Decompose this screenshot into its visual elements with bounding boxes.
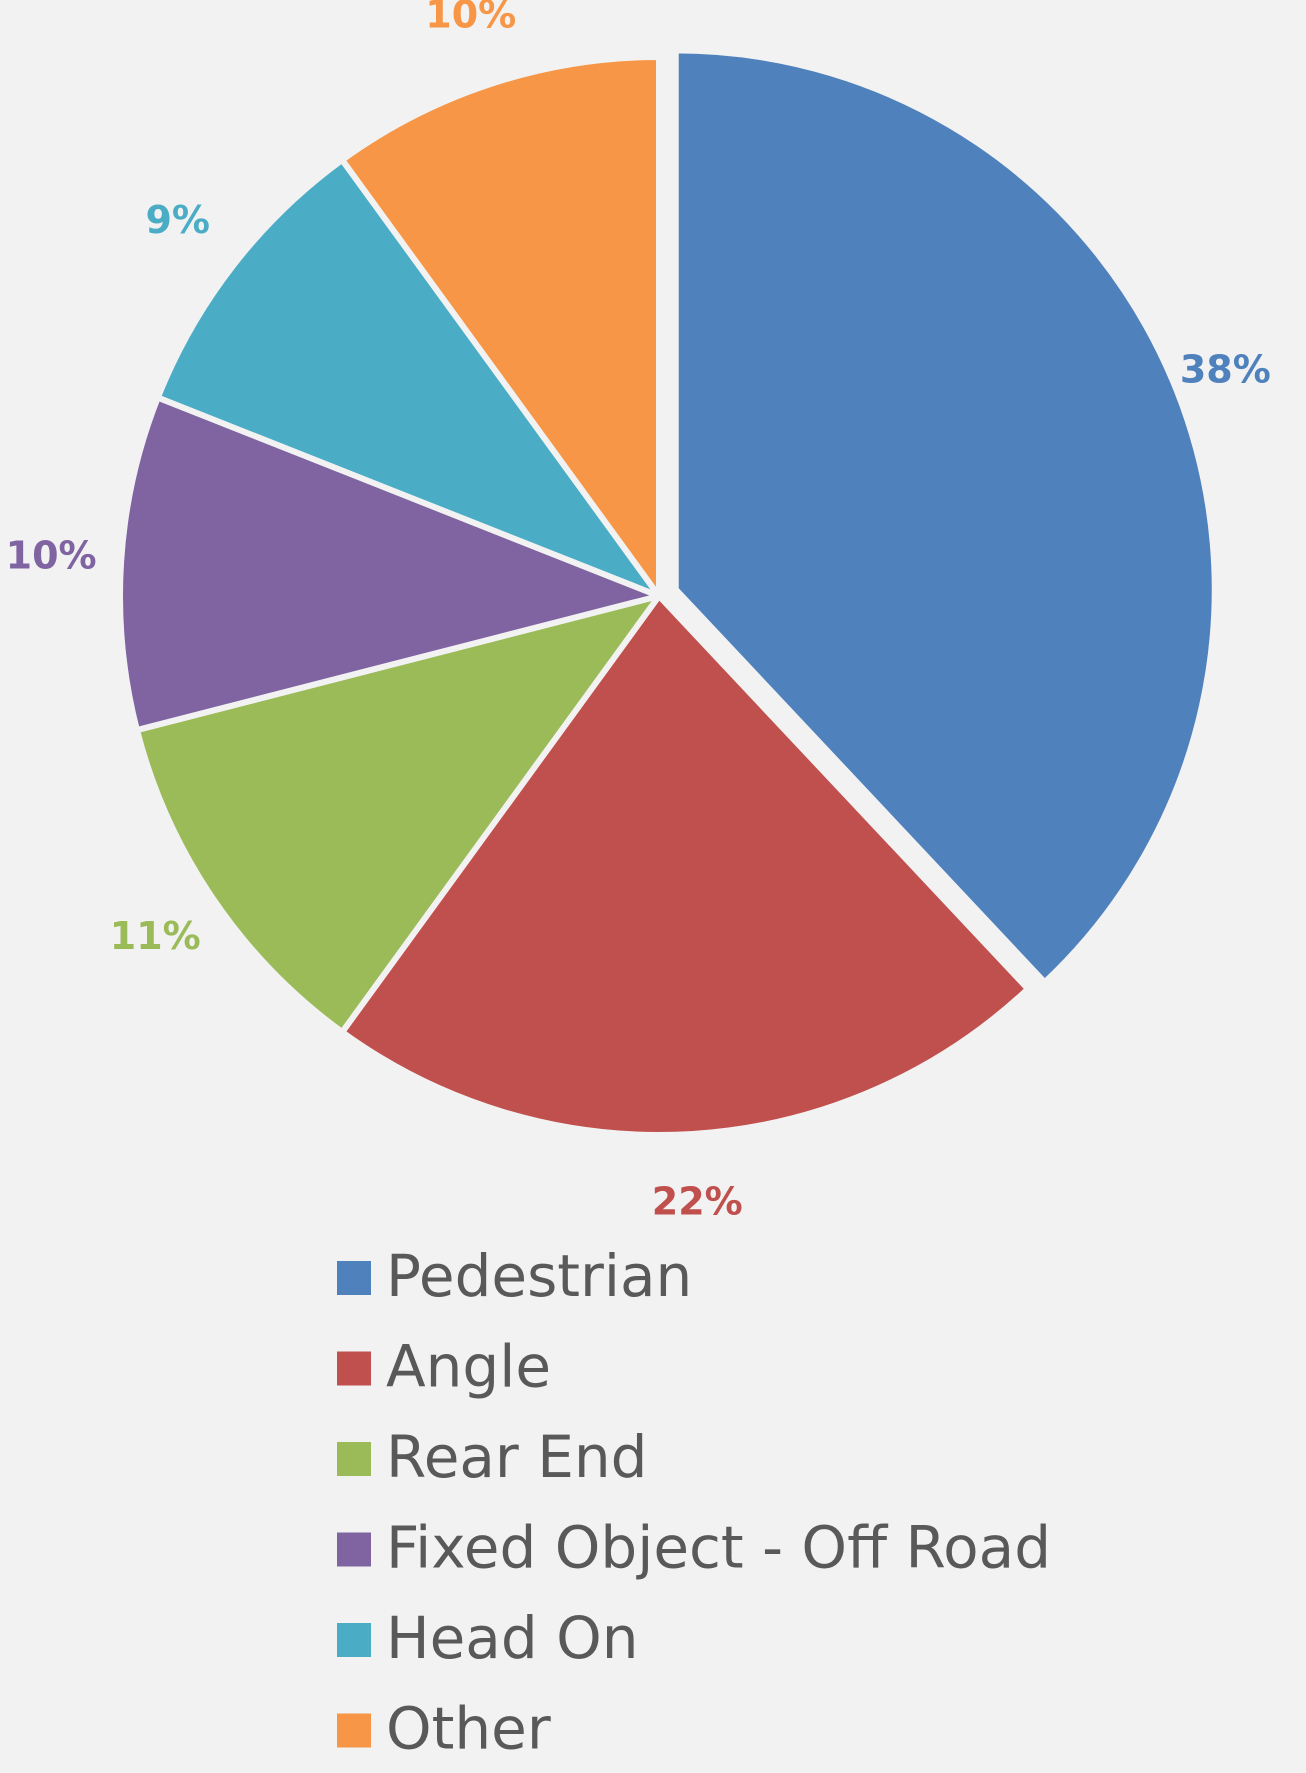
legend-label: Angle bbox=[386, 1333, 551, 1401]
data-label: 11% bbox=[110, 914, 201, 958]
legend-swatch bbox=[337, 1442, 371, 1476]
pie-slice bbox=[339, 54, 662, 599]
data-label: 38% bbox=[1180, 347, 1271, 391]
legend-label: Fixed Object - Off Road bbox=[386, 1514, 1051, 1582]
legend-swatch bbox=[337, 1261, 371, 1295]
data-label: 10% bbox=[425, 0, 516, 36]
pie-slice bbox=[117, 394, 662, 734]
legend-swatch bbox=[337, 1713, 371, 1748]
legend-label: Rear End bbox=[386, 1423, 647, 1491]
pie-slice bbox=[339, 593, 1031, 1138]
pie-slice bbox=[133, 593, 662, 1036]
data-label: 10% bbox=[6, 533, 97, 577]
pie-slice bbox=[672, 47, 1218, 986]
legend-swatch bbox=[337, 1532, 371, 1567]
data-label: 22% bbox=[652, 1179, 743, 1223]
legend-label: Other bbox=[386, 1695, 551, 1763]
legend-swatch bbox=[337, 1623, 371, 1657]
legend-swatch bbox=[337, 1351, 371, 1386]
legend-label: Head On bbox=[386, 1604, 639, 1672]
legend-label: Pedestrian bbox=[386, 1242, 692, 1310]
data-label: 9% bbox=[145, 198, 210, 242]
pie-slice bbox=[154, 156, 662, 599]
